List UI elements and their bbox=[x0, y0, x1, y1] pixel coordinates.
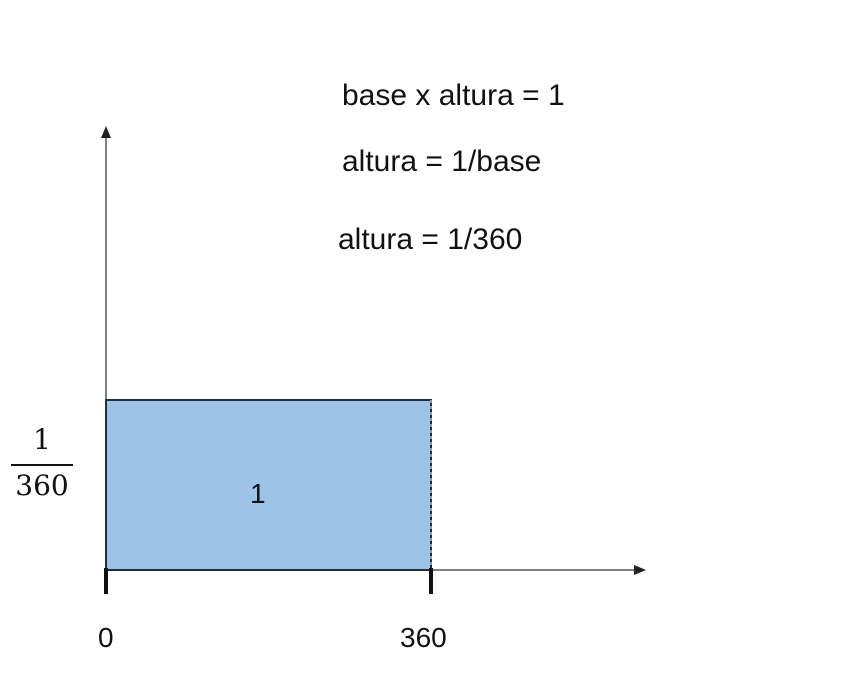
equation-height-value: altura = 1/360 bbox=[338, 223, 523, 256]
x-tick-label-360: 360 bbox=[400, 622, 447, 653]
area-label: 1 bbox=[250, 478, 266, 509]
equation-base-times-height: base x altura = 1 bbox=[342, 79, 565, 112]
uniform-density-rectangle bbox=[105, 399, 432, 571]
fraction-bar bbox=[11, 464, 73, 466]
x-axis-arrowhead bbox=[634, 565, 646, 575]
y-value-fraction: 1 360 bbox=[10, 426, 74, 500]
fraction-denominator: 360 bbox=[15, 469, 69, 502]
fraction-numerator: 1 bbox=[33, 423, 51, 456]
equation-height-over-base: altura = 1/base bbox=[342, 145, 542, 178]
y-axis-arrowhead bbox=[101, 126, 111, 138]
x-tick-label-0: 0 bbox=[98, 622, 114, 653]
